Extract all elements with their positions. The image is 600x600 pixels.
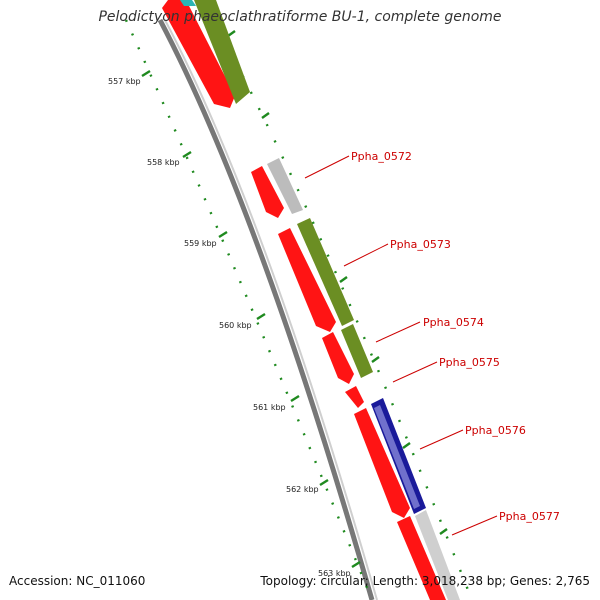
gene-0576-blue-light[interactable] — [374, 405, 420, 509]
map-title-overlay: Pelodictyon phaeoclathratiforme BU-1, co… — [98, 9, 502, 25]
gene-0577-gray[interactable] — [415, 510, 460, 600]
gene-0576-red[interactable] — [354, 408, 410, 518]
gene-0577-red[interactable] — [397, 516, 446, 600]
gene-label-ppha-0575[interactable]: Ppha_0575 — [439, 356, 500, 369]
gene-label-ppha-0577[interactable]: Ppha_0577 — [499, 510, 560, 523]
tick-label-560: 560 kbp — [219, 321, 252, 330]
gene-label-ppha-0573[interactable]: Ppha_0573 — [390, 238, 451, 251]
tick-marks — [141, 69, 361, 569]
backbone-ring — [157, 18, 375, 600]
cds-block-top-red[interactable] — [162, 0, 235, 108]
gene-0574-red[interactable] — [322, 332, 354, 384]
tick-ring — [124, 19, 374, 600]
gene-0572-red[interactable] — [251, 166, 284, 218]
gene-0572-gray[interactable] — [267, 158, 303, 214]
label-leaders — [304, 155, 498, 536]
gene-label-ppha-0576[interactable]: Ppha_0576 — [465, 424, 526, 437]
tick-label-559: 559 kbp — [184, 239, 217, 248]
cds-block-top-teal[interactable] — [180, 0, 196, 6]
gene-label-ppha-0574[interactable]: Ppha_0574 — [423, 316, 484, 329]
gene-0574-olive[interactable] — [341, 324, 373, 378]
gene-label-ppha-0572[interactable]: Ppha_0572 — [351, 150, 412, 163]
tick-label-561: 561 kbp — [253, 403, 286, 412]
feature-dashes — [227, 30, 448, 535]
backbone-ring-highlight — [164, 19, 378, 600]
cds-block-top-olive[interactable] — [194, 0, 250, 104]
gene-0575-red[interactable] — [345, 386, 364, 408]
gene-0573-olive[interactable] — [297, 218, 354, 326]
tick-label-562: 562 kbp — [286, 485, 319, 494]
gene-0573-red[interactable] — [278, 228, 336, 332]
accession-text: Accession: NC_011060 — [9, 574, 146, 588]
tick-label-557: 557 kbp — [108, 77, 141, 86]
genome-summary-text: Topology: circular; Length: 3,018,238 bp… — [260, 574, 590, 588]
tick-label-563: 563 kbp — [318, 569, 351, 578]
tick-label-558: 558 kbp — [147, 158, 180, 167]
